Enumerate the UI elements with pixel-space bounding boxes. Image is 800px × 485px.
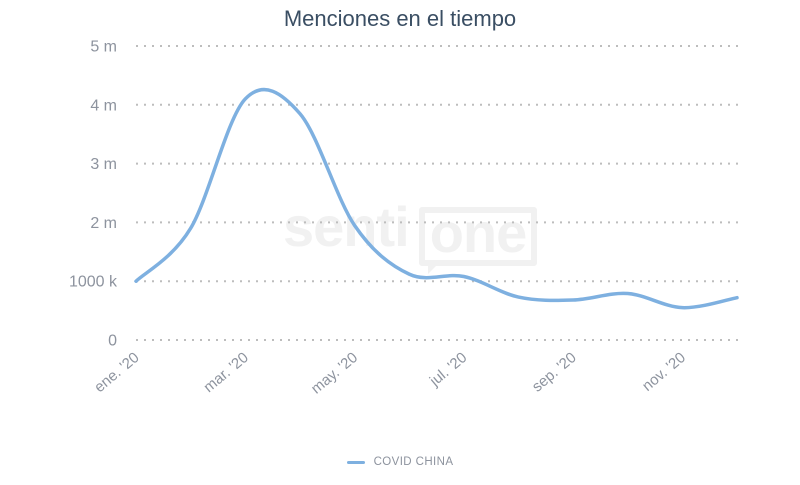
line-chart-plot-area: 5 m 4 m 3 m 2 m 1000 k 0 ene. '20 mar. '… [69,39,739,397]
xtick-nov-20: nov. '20 [639,349,689,395]
xtick-sep-20: sep. '20 [529,349,580,395]
ytick-5m: 5 m [90,39,117,56]
ytick-4m: 4 m [90,97,117,114]
ytick-1000k: 1000 k [69,274,118,291]
xtick-jul-20: jul. '20 [426,349,471,390]
ytick-0: 0 [108,333,117,350]
horizontal-gridlines [136,45,739,341]
watermark-speech-bubble-icon: one [418,205,538,275]
legend: COVID CHINA [0,456,800,468]
ytick-3m: 3 m [90,156,117,173]
ytick-2m: 2 m [90,215,117,232]
xtick-ene-20: ene. '20 [91,349,142,396]
xtick-mar-20: mar. '20 [200,349,251,396]
series-line-covid-china[interactable] [134,87,739,310]
xtick-may-20: may. '20 [308,349,361,397]
x-axis-tick-labels: ene. '20 mar. '20 may. '20 jul. '20 sep.… [91,349,689,397]
legend-line-marker-icon [346,460,365,464]
legend-label: COVID CHINA [373,456,454,468]
watermark-text-one: one [429,201,528,264]
chart-title: Menciones en el tiempo [283,6,517,31]
y-axis-tick-labels: 5 m 4 m 3 m 2 m 1000 k 0 [69,39,118,350]
legend-item-covid-china[interactable]: COVID CHINA [346,456,454,468]
